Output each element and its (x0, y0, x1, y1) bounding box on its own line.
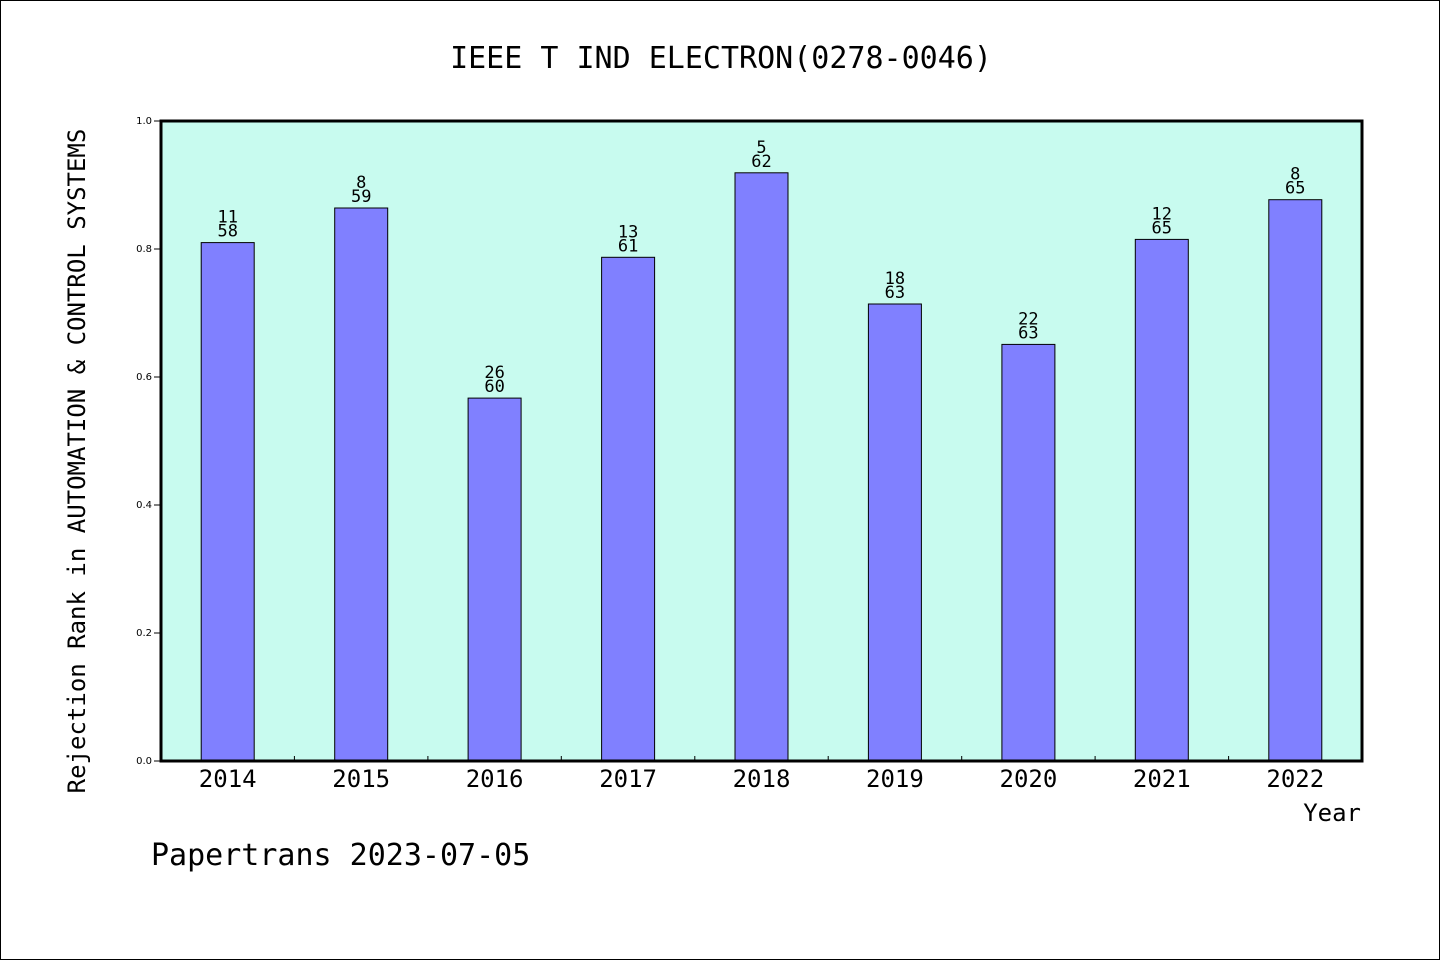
y-tick-label: 0.8 (136, 244, 152, 255)
ticks-group: 2014 2015 2016 2017 2018 2019 2020 2021 2022 0.0 0… (136, 116, 1324, 793)
bar-rank-label: 8 (356, 173, 366, 193)
bar-rank-label: 13 (618, 222, 638, 242)
y-tick-label: 0.0 (136, 756, 152, 767)
bar (334, 207, 389, 762)
chart-title: IEEE T IND ELECTRON(0278-0046) (450, 41, 992, 76)
footer-text: Papertrans 2023-07-05 (151, 838, 530, 873)
bar-total-label: 65 (1152, 218, 1172, 238)
x-tick-label: 2014 (199, 765, 257, 793)
bar-rank-label: 11 (217, 208, 237, 228)
bar-rank-label: 8 (1290, 165, 1300, 185)
y-tick-label: 0.2 (136, 628, 152, 639)
x-tick-label: 2018 (733, 765, 791, 793)
bar-total-label: 60 (484, 377, 504, 397)
x-tick-label: 2017 (599, 765, 657, 793)
bar (467, 397, 522, 762)
bar-rank-label: 12 (1152, 204, 1172, 224)
bar-total-label: 65 (1285, 179, 1305, 199)
bar (200, 242, 255, 762)
bar (1268, 199, 1323, 762)
x-tick-label: 2020 (1000, 765, 1058, 793)
bar (867, 303, 922, 762)
y-tick-label: 0.4 (136, 500, 152, 511)
bar-rank-label: 18 (885, 269, 905, 289)
bar-total-label: 63 (885, 283, 905, 303)
bar-total-label: 58 (217, 222, 237, 242)
bar-rank-label: 22 (1018, 309, 1038, 329)
bar-rank-label: 26 (484, 363, 504, 383)
y-tick-label: 0.6 (136, 372, 152, 383)
bar-total-label: 61 (618, 236, 638, 256)
bar-total-label: 62 (751, 152, 771, 172)
y-axis-label: Rejection Rank in AUTOMATION & CONTROL S… (63, 129, 91, 794)
bar-total-label: 63 (1018, 323, 1038, 343)
x-tick-label: 2022 (1266, 765, 1324, 793)
bar-rank-label: 5 (756, 138, 766, 158)
bar-total-label: 59 (351, 187, 371, 207)
x-tick-label: 2021 (1133, 765, 1191, 793)
x-tick-label: 2015 (332, 765, 390, 793)
x-tick-label: 2016 (466, 765, 524, 793)
x-axis-label: Year (1303, 799, 1361, 827)
x-tick-label: 2019 (866, 765, 924, 793)
bar (1134, 238, 1189, 762)
y-tick-label: 1.0 (136, 116, 152, 127)
bar (1001, 343, 1056, 762)
plot-border (159, 119, 1364, 763)
bar (601, 256, 656, 762)
bar (734, 172, 789, 762)
